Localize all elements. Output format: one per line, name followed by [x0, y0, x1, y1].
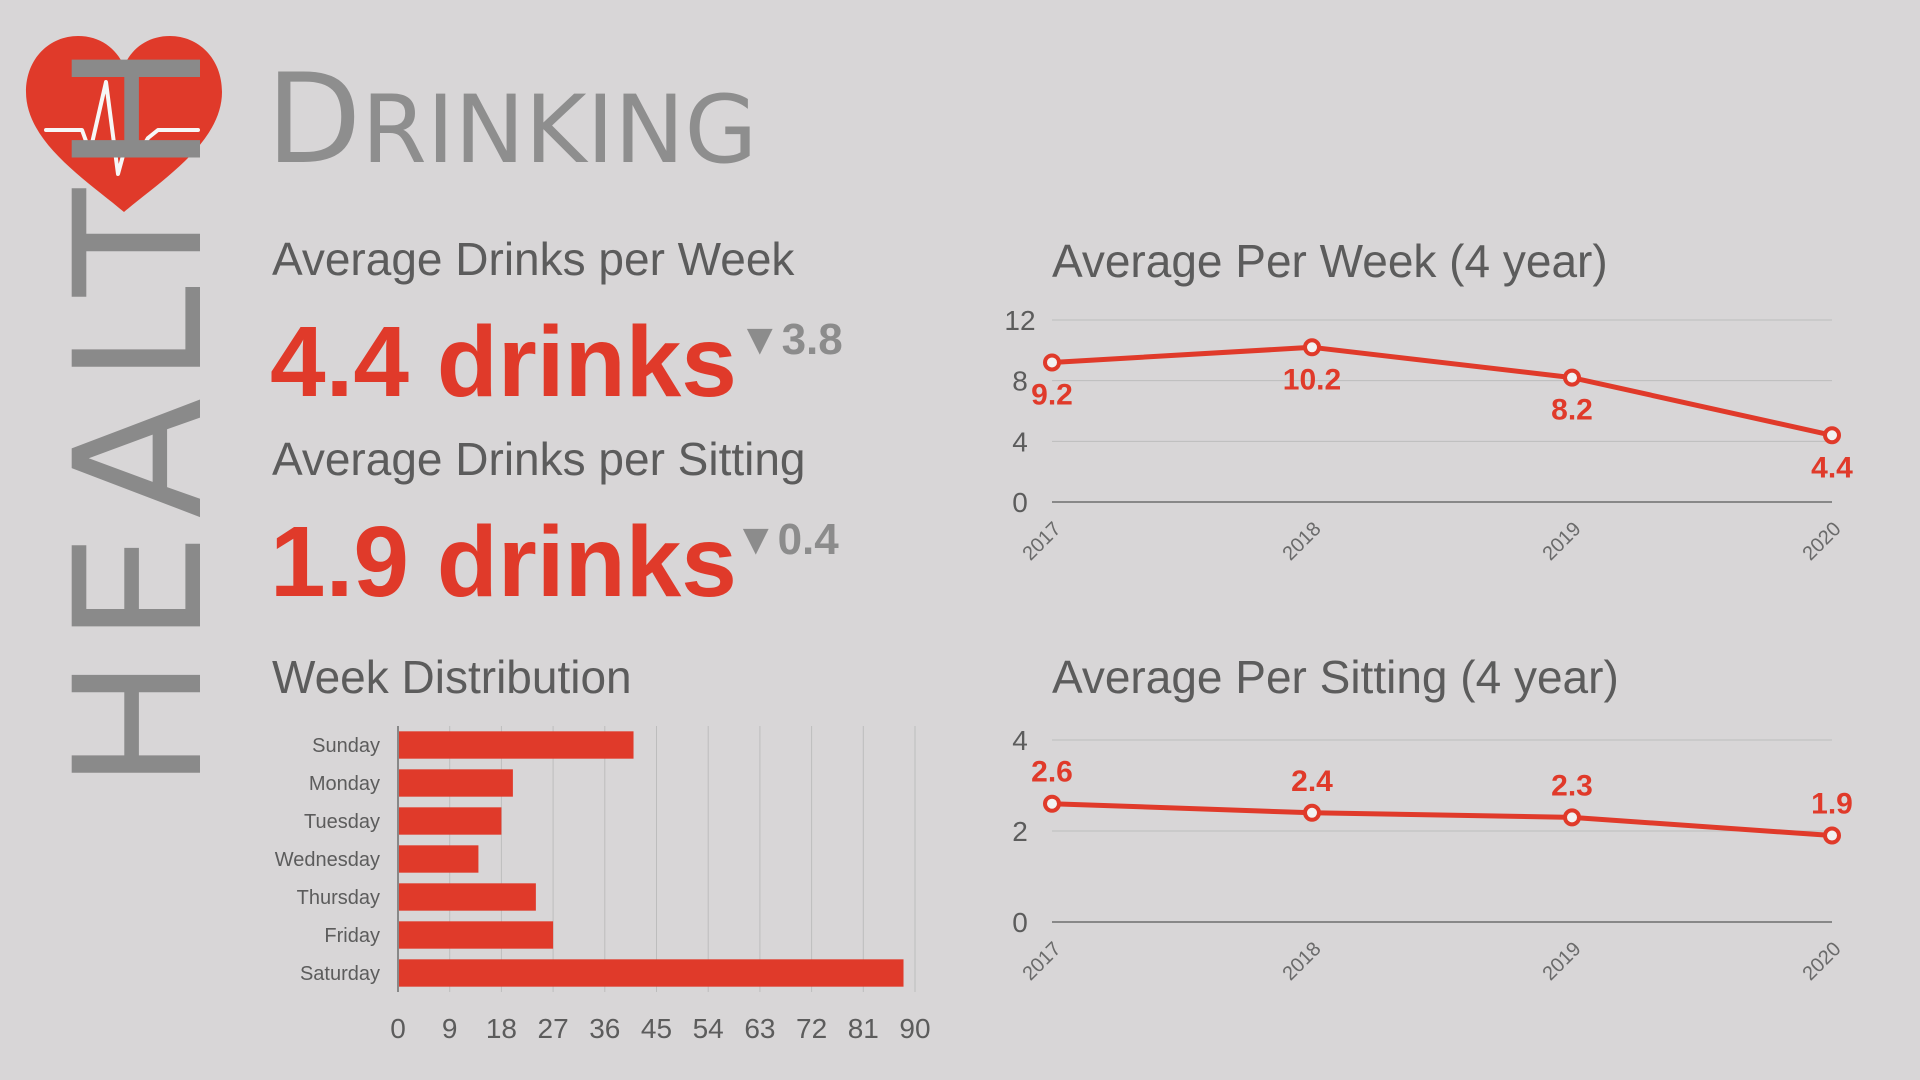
x-tick-label: 90 — [899, 1013, 930, 1044]
y-tick-label: 12 — [1004, 305, 1035, 336]
category-label: Friday — [324, 925, 380, 947]
x-tick-label: 2017 — [1019, 518, 1066, 565]
x-tick-label: 2018 — [1279, 938, 1326, 985]
bar-friday — [399, 921, 554, 949]
avg-per-sitting-series-line — [1051, 801, 1833, 839]
page-title-initial: D — [266, 48, 362, 192]
metric-per-week-delta-value: 3.8 — [781, 315, 843, 364]
metric-per-week-delta: ▼3.8 — [738, 318, 843, 362]
bar-saturday — [399, 959, 904, 987]
category-label: Saturday — [300, 963, 380, 985]
avg-per-sitting-chart: 0 2 4 2017 2018 2019 2020 2.6 2.4 2.3 1.9 — [1012, 725, 1853, 985]
page-title: DRINKING — [266, 58, 757, 182]
bar-wednesday — [399, 845, 479, 873]
metric-per-week-value: 4.4 drinks — [270, 306, 737, 418]
y-tick-label: 0 — [1012, 907, 1028, 938]
data-point-2019 — [1563, 808, 1581, 827]
y-tick-label: 4 — [1012, 725, 1028, 756]
data-label-2018: 10.2 — [1283, 363, 1341, 396]
metric-per-sitting-delta: ▼0.4 — [734, 518, 839, 562]
week-distribution-title: Week Distribution — [272, 651, 632, 703]
avg-per-week-title: Average Per Week (4 year) — [1052, 235, 1608, 287]
triangle-down-icon: ▼ — [734, 515, 778, 564]
metric-per-sitting-delta-value: 0.4 — [777, 515, 839, 564]
heart-pulse-icon — [26, 36, 222, 212]
data-point-2018 — [1303, 338, 1321, 357]
x-tick-label: 2020 — [1799, 938, 1846, 985]
category-label: Thursday — [297, 887, 380, 909]
x-tick-label: 54 — [693, 1013, 724, 1044]
x-tick-label: 36 — [589, 1013, 620, 1044]
avg-per-sitting-title: Average Per Sitting (4 year) — [1052, 651, 1619, 703]
y-tick-label: 4 — [1012, 426, 1028, 457]
data-point-2017 — [1043, 794, 1061, 813]
metric-per-sitting-value: 1.9 drinks — [270, 506, 737, 618]
data-point-2020 — [1823, 826, 1841, 845]
bar-tuesday — [399, 807, 502, 835]
avg-per-week-series-line — [1051, 344, 1833, 438]
x-tick-label: 9 — [442, 1013, 458, 1044]
bar-sunday — [399, 731, 634, 759]
bar-monday — [399, 769, 513, 797]
x-tick-label: 27 — [538, 1013, 569, 1044]
x-tick-label: 63 — [744, 1013, 775, 1044]
x-tick-label: 2017 — [1019, 938, 1066, 985]
data-label-2018: 2.4 — [1291, 765, 1333, 798]
section-label-vertical: HEALTH — [37, 28, 242, 790]
data-point-2018 — [1303, 803, 1321, 822]
x-tick-label: 2020 — [1799, 518, 1846, 565]
data-label-2017: 2.6 — [1031, 756, 1073, 789]
x-tick-label: 2018 — [1279, 518, 1326, 565]
avg-per-week-chart: 0 4 8 12 2017 2018 2019 2020 9.2 10.2 8.2 4.4 — [1004, 305, 1853, 565]
x-tick-label: 18 — [486, 1013, 517, 1044]
data-label-2020: 1.9 — [1811, 788, 1853, 821]
category-label: Tuesday — [304, 811, 380, 833]
x-tick-label: 81 — [848, 1013, 879, 1044]
data-label-2019: 8.2 — [1551, 394, 1593, 427]
x-tick-label: 72 — [796, 1013, 827, 1044]
data-point-2019 — [1563, 368, 1581, 387]
data-point-2017 — [1043, 353, 1061, 372]
triangle-down-icon: ▼ — [738, 315, 782, 364]
category-label: Monday — [309, 773, 380, 795]
y-tick-label: 2 — [1012, 816, 1028, 847]
category-label: Sunday — [312, 735, 380, 757]
data-label-2019: 2.3 — [1551, 769, 1593, 802]
x-tick-label: 2019 — [1539, 518, 1586, 565]
x-tick-label: 2019 — [1539, 938, 1586, 985]
data-point-2020 — [1823, 426, 1841, 445]
data-label-2020: 4.4 — [1811, 451, 1853, 484]
x-tick-label: 45 — [641, 1013, 672, 1044]
metric-per-week-label: Average Drinks per Week — [272, 233, 795, 285]
week-distribution-chart: 0 9 18 27 36 45 54 63 72 81 90 Sunday Monday Tuesday W… — [275, 726, 931, 1044]
page-title-rest: RINKING — [361, 76, 758, 185]
category-label: Wednesday — [275, 849, 380, 871]
bar-thursday — [399, 883, 536, 911]
metric-per-sitting-label: Average Drinks per Sitting — [272, 433, 806, 485]
y-tick-label: 0 — [1012, 487, 1028, 518]
data-label-2017: 9.2 — [1031, 378, 1073, 411]
y-tick-label: 8 — [1012, 366, 1028, 397]
x-tick-label: 0 — [390, 1013, 406, 1044]
